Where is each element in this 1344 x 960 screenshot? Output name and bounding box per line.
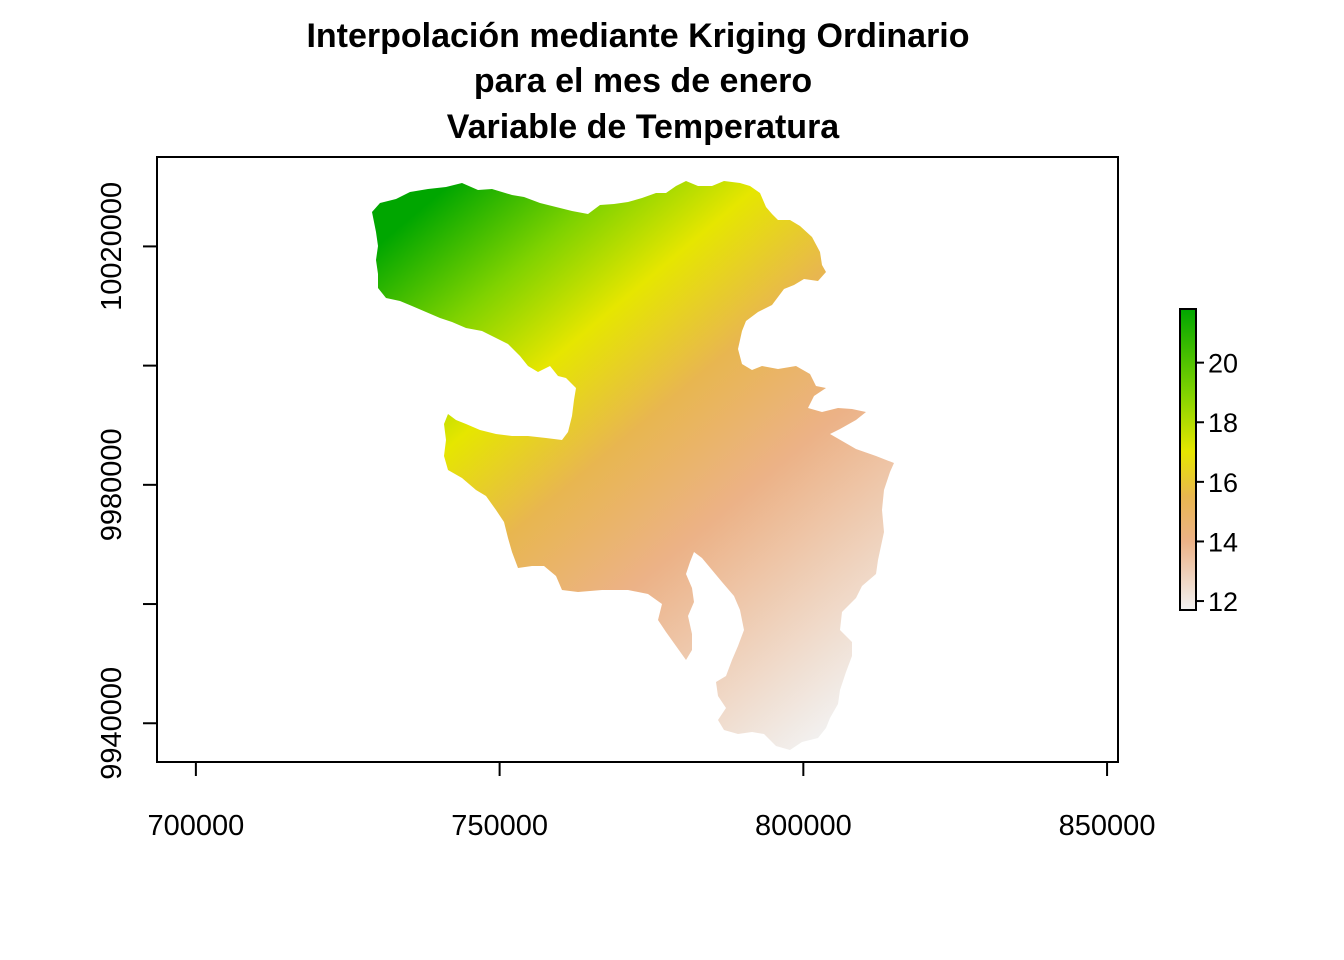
interpolated-region [372,181,894,750]
y-axis: 9940000 9980000 10020000 [96,182,158,780]
chart-title-line-2: para el mes de enero [474,62,812,100]
x-tick-label: 700000 [147,810,244,842]
legend-tick-label: 16 [1208,468,1238,498]
x-axis: 700000 750000 800000 850000 [147,761,1156,842]
x-tick-label: 750000 [451,810,548,842]
x-tick-label: 850000 [1059,810,1156,842]
x-tick-label: 800000 [755,810,852,842]
legend-tick-label: 12 [1208,587,1238,617]
y-tick-label: 9980000 [96,428,128,541]
y-tick-label: 10020000 [96,182,128,311]
legend-colorbar [1179,308,1197,611]
chart-title-line-3: Variable de Temperatura [447,108,841,146]
chart-title-line-1: Interpolación mediante Kriging Ordinario [306,17,969,55]
legend-tick-label: 14 [1208,527,1238,557]
legend-tick-label: 18 [1208,408,1238,438]
color-legend: 12 14 16 18 20 [1179,308,1238,617]
legend-tick-label: 20 [1208,349,1238,379]
y-tick-label: 9940000 [96,667,128,780]
